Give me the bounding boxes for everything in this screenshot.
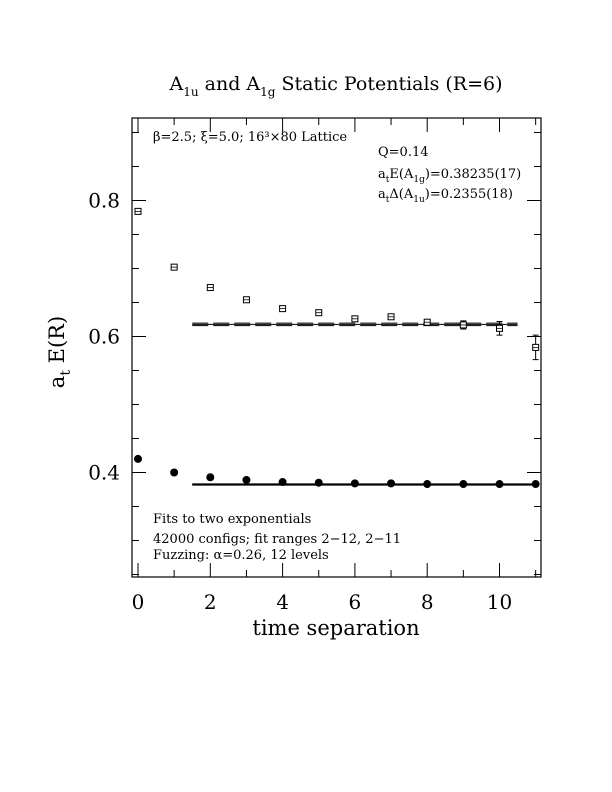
configs-annotation: 42000 configs; fit ranges 2−12, 2−11 bbox=[153, 532, 401, 547]
q-annotation: Q=0.14 bbox=[378, 145, 429, 160]
fuzzing-annotation: Fuzzing: α=0.26, 12 levels bbox=[153, 548, 329, 563]
fit-lines bbox=[192, 322, 536, 486]
x-tick-label: 2 bbox=[204, 590, 217, 614]
x-tick-label: 0 bbox=[132, 590, 145, 614]
x-tick-label: 8 bbox=[421, 590, 434, 614]
chart-title: A1u and A1g Static Potentials (R=6) bbox=[169, 73, 503, 99]
y-axis-label: at E(R) bbox=[45, 316, 74, 388]
plot-frame bbox=[131, 117, 542, 578]
a1g-point bbox=[242, 475, 251, 484]
y-tick-label: 0.8 bbox=[88, 189, 120, 213]
x-axis-label: time separation bbox=[252, 616, 419, 640]
energy-annotation: atE(A1g)=0.38235(17) bbox=[378, 167, 521, 185]
x-tick-label: 10 bbox=[487, 590, 512, 614]
lattice-annotation: β=2.5; ξ=5.0; 16³×80 Lattice bbox=[153, 130, 347, 145]
data-points bbox=[134, 207, 540, 489]
a1g-point bbox=[387, 479, 396, 488]
a1g-point bbox=[459, 480, 468, 489]
a1g-point bbox=[314, 478, 323, 487]
axes: 0 2 4 6 8 10 0.4 0.6 0.8 bbox=[88, 118, 541, 614]
y-tick-label: 0.4 bbox=[88, 461, 120, 485]
a1g-point bbox=[350, 479, 359, 488]
gap-annotation: atΔ(A1u)=0.2355(18) bbox=[378, 187, 513, 205]
x-tick-label: 6 bbox=[349, 590, 362, 614]
y-tick-label: 0.6 bbox=[88, 325, 120, 349]
a1g-point bbox=[134, 454, 142, 463]
a1g-point bbox=[531, 480, 540, 489]
x-tick-label: 4 bbox=[276, 590, 289, 614]
a1g-point bbox=[170, 468, 179, 477]
fits-annotation: Fits to two exponentials bbox=[153, 512, 311, 527]
a1g-point bbox=[423, 480, 432, 489]
a1g-point bbox=[206, 473, 215, 482]
a1g-point bbox=[278, 478, 287, 487]
a1g-point bbox=[495, 480, 504, 489]
